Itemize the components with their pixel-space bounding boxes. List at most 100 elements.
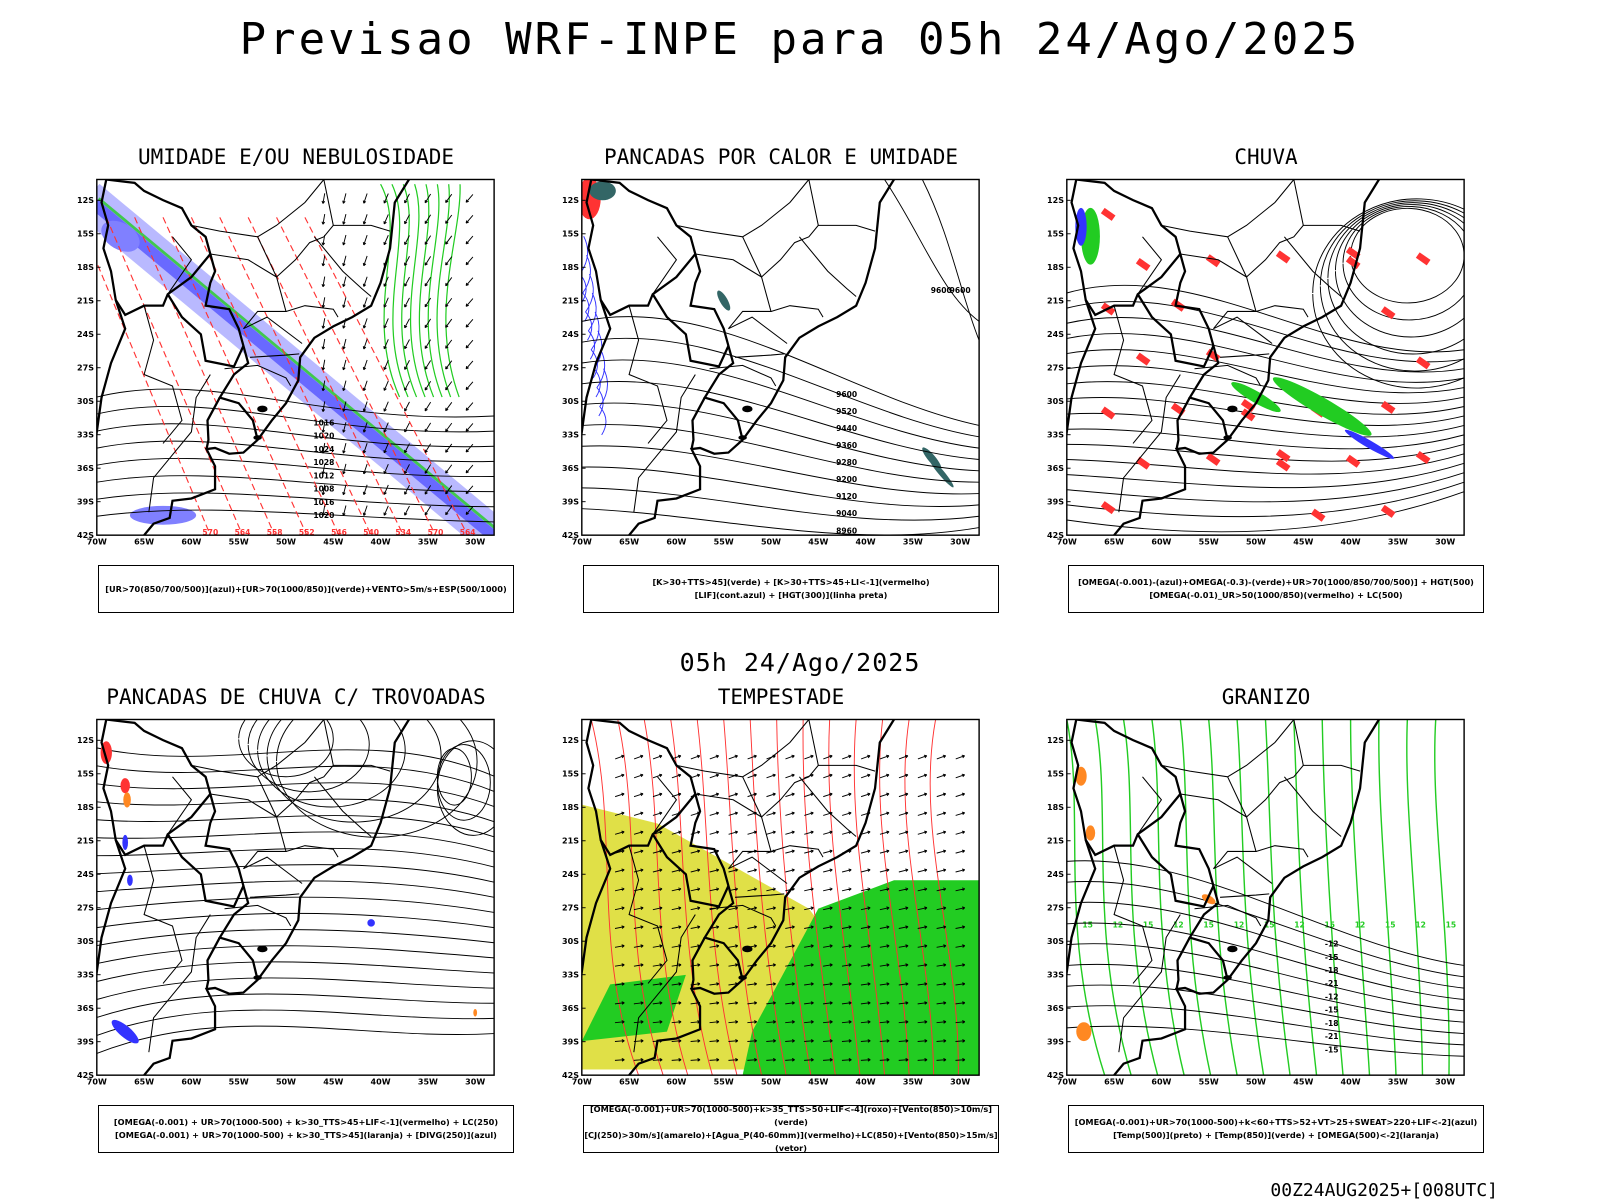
wind-vector <box>342 297 347 308</box>
wind-vector <box>709 868 720 873</box>
wind-vector <box>898 830 909 835</box>
lat-tick-label: 42S <box>1047 1071 1064 1080</box>
wind-vector <box>424 401 432 412</box>
wind-vector <box>633 1001 644 1005</box>
lat-tick-label: 42S <box>562 1071 579 1080</box>
lat-tick-label: 36S <box>1047 464 1064 473</box>
state-border <box>210 793 287 869</box>
lon-tick-label: 70W <box>1057 538 1077 547</box>
panel-title: CHUVA <box>1234 145 1298 169</box>
wind-vector <box>465 423 474 432</box>
wind-vector <box>860 830 871 835</box>
state-border <box>1194 364 1262 387</box>
wind-vector <box>728 868 739 873</box>
wind-vector <box>879 849 890 854</box>
lon-tick-label: 35W <box>418 538 438 547</box>
lon-tick-label: 45W <box>808 538 828 547</box>
legend-line: [Temp(500)](preto) + [Temp(850)](verde) … <box>1113 1130 1439 1140</box>
contour-line <box>1349 719 1371 1076</box>
state-border <box>676 719 810 778</box>
main-title: Previsao WRF-INPE para 05h 24/Ago/2025 <box>239 14 1361 65</box>
wind-vector <box>842 792 852 798</box>
wind-vector <box>823 944 833 948</box>
wind-vector <box>614 982 625 986</box>
thunder-orange <box>123 792 478 1017</box>
lat-tick-label: 39S <box>1047 1038 1064 1047</box>
wind-vector <box>342 484 347 496</box>
wind-vector <box>917 773 928 779</box>
contour-label: 15 <box>1082 921 1093 930</box>
wind-vector <box>917 906 928 911</box>
thunder-red-patch <box>120 778 130 794</box>
wind-vector <box>785 906 795 911</box>
wind-vector <box>362 318 368 329</box>
contour-label: 570 <box>202 528 218 537</box>
wind-vector <box>879 792 890 798</box>
wind-vector <box>879 811 890 816</box>
panel-legend: [OMEGA(-0.001)-(azul)+OMEGA(-0.3)-(verde… <box>1068 565 1484 613</box>
streamline <box>1066 412 1465 438</box>
lon-tick-label: 70W <box>572 1078 592 1087</box>
wind-vector <box>728 1058 739 1062</box>
wind-vector <box>445 256 453 266</box>
state-border <box>695 253 772 329</box>
lat-tick-label: 30S <box>562 397 579 406</box>
contour-line <box>1321 719 1344 1076</box>
lon-tick-label: 50W <box>761 538 781 547</box>
state-border <box>333 764 391 772</box>
state-border <box>1303 764 1361 772</box>
country-border <box>690 936 706 990</box>
wind-vector <box>955 925 966 929</box>
rain-patch <box>1275 250 1291 264</box>
wind-vector <box>898 1039 909 1043</box>
panel-umidade: UMIDADE E/OU NEBULOSIDADE 1016 1020 1024 102… <box>76 145 516 615</box>
country-border <box>96 299 127 441</box>
contour-set <box>238 719 478 838</box>
lat-tick-label: 36S <box>562 464 579 473</box>
wind-vector <box>321 255 326 267</box>
wind-vector <box>404 256 410 266</box>
humidity-band-blue <box>96 198 495 536</box>
wind-vector <box>652 944 663 948</box>
lif-contours <box>581 236 608 436</box>
lagoon <box>738 435 747 441</box>
lif-line <box>590 311 600 379</box>
lat-tick-label: 39S <box>562 498 579 507</box>
lat-tick-label: 33S <box>1047 971 1064 980</box>
panel-tempestade: TEMPESTADE 12S 15S 18S 21S 24S 27S 30S 33S 36S 39S… <box>561 685 1001 1155</box>
state-border <box>798 236 857 297</box>
lat-tick-label: 42S <box>77 531 94 540</box>
country-border <box>1175 936 1191 990</box>
wind-vector <box>936 830 947 835</box>
divergence-blue-patch <box>111 1019 139 1044</box>
contour-line <box>1066 1025 1465 1057</box>
wind-vector <box>671 887 682 892</box>
wind-vector <box>404 276 410 287</box>
wind-vector <box>709 1020 720 1024</box>
contour-line <box>581 359 980 449</box>
contour-label: 1028 <box>313 458 334 467</box>
wind-vector <box>404 505 410 516</box>
wind-vector <box>955 792 966 798</box>
lat-tick-label: 15S <box>562 770 579 779</box>
wind-vector <box>383 505 389 516</box>
state-border <box>1180 253 1257 329</box>
wind-vector <box>860 963 871 967</box>
contour-line <box>1312 198 1465 389</box>
contour-label: 9600 <box>836 543 857 552</box>
base-map <box>96 719 411 1076</box>
wind-vector <box>614 1058 625 1062</box>
wind-vector <box>614 887 625 892</box>
contour-line <box>96 388 495 418</box>
wind-vector <box>955 773 966 779</box>
wind-vector <box>671 982 682 986</box>
wind-vector <box>321 214 326 225</box>
wind-vector <box>917 1001 928 1005</box>
coastline <box>1113 719 1381 1076</box>
rain-patch <box>1380 504 1396 518</box>
wind-vector <box>804 811 814 816</box>
wind-vector <box>465 339 474 349</box>
contour-label: 15 <box>1264 921 1275 930</box>
lat-tick-label: 24S <box>562 330 579 339</box>
lon-tick-label: 35W <box>1388 538 1408 547</box>
